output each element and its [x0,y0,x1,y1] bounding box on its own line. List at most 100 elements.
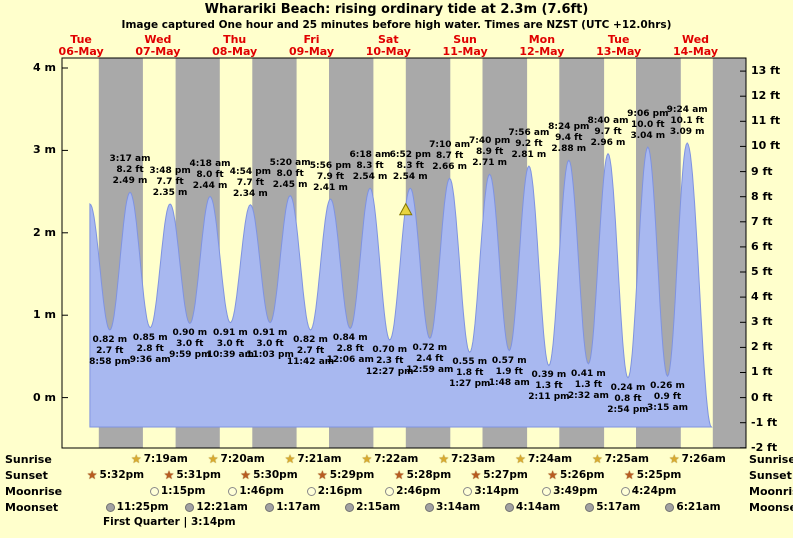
sunrise-item: ★ 7:24am [515,452,572,466]
day-date: 14-May [672,44,719,58]
day-label: Thu 08-May [203,34,267,57]
sunset-time: 5:32pm [99,469,145,481]
moonrise-icon [620,486,630,496]
moonset-item: 4:14am [505,500,560,514]
high-tide-annotation: 7:10 am 8.7 ft 2.66 m [424,140,476,173]
annotation-line: 0.82 m [293,335,328,346]
day-date: 09-May [288,44,335,58]
y-axis-label-feet: 1 ft [751,365,773,379]
sunrise-time: 7:22am [374,453,419,465]
sunrise-time: 7:21am [297,453,342,465]
annotation-line: 2:11 pm [528,392,570,403]
high-tide-annotation: 4:18 am 8.0 ft 2.44 m [184,159,236,192]
annotation-line: 2.54 m [392,172,428,183]
low-tide-annotation: 0.39 m 1.3 ft 2:11 pm [523,370,575,403]
y-axis-label-meters: 1 m [33,308,56,322]
moonset-time: 4:14am [516,501,561,513]
annotation-line: 9.2 ft [515,139,543,150]
annotation-line: 12:27 pm [365,366,414,377]
moonset-item: 2:15am [345,500,400,514]
annotation-line: 11:03 pm [246,349,294,360]
moonset-time: 3:14am [436,501,481,513]
moonset-icon [505,502,515,512]
sunrise-icon: ★ [438,452,450,466]
annotation-line: 2.8 ft [136,343,164,354]
annotation-line: 6:18 am [349,150,391,161]
sunrise-icon: ★ [207,452,219,466]
high-tide-annotation: 3:17 am 8.2 ft 2.49 m [104,154,156,187]
annotation-line: 7.7 ft [156,176,184,187]
sunset-icon: ★ [624,468,635,482]
sunset-icon: ★ [470,468,482,482]
annotation-line: 8.7 ft [435,151,464,162]
annotation-line: 0.57 m [491,355,527,366]
annotation-line: 8.3 ft [396,161,424,172]
annotation-line: 1.8 ft [456,368,484,379]
annotation-line: 7:10 am [429,140,471,151]
day-label: Wed 14-May [664,34,728,57]
low-tide-annotation: 0.85 m 2.8 ft 9:36 am [124,333,176,366]
annotation-line: 10.0 ft [631,120,665,131]
sunset-time: 5:29pm [329,469,375,481]
annotation-line: 7:56 am [508,128,550,139]
y-axis-label-feet: 9 ft [751,164,773,178]
annotation-line: 7.9 ft [316,172,345,183]
annotation-line: 0.9 ft [653,392,682,403]
day-name: Sun [453,33,477,46]
y-axis-label-feet: 10 ft [751,139,781,153]
sunrise-item: ★ 7:26am [669,452,726,466]
high-tide-annotation: 5:20 am 8.0 ft 2.45 m [264,158,316,191]
y-axis-label-feet: 0 ft [751,390,773,404]
low-tide-annotation: 0.90 m 3.0 ft 9:59 pm [164,328,216,361]
current-tide-marker [398,202,413,216]
y-axis-label-meters: 0 m [33,390,56,404]
annotation-line: 8:24 pm [548,122,590,133]
moonrise-icon [385,486,395,496]
moonrise-item: 1:15pm [149,484,205,498]
annotation-line: 6:52 pm [389,150,431,161]
annotation-line: 0.39 m [531,370,567,381]
tide-curve-area [89,142,713,428]
sunset-time: 5:26pm [560,469,605,481]
sunrise-icon: ★ [361,452,373,466]
annotation-line: 2.7 ft [96,346,124,357]
low-tide-annotation: 0.70 m 2.3 ft 12:27 pm [364,345,416,378]
sunset-item: ★ 5:32pm [87,468,144,482]
annotation-line: 3.09 m [669,126,705,137]
day-name: Tue [70,33,92,46]
annotation-line: 3.0 ft [216,338,245,349]
sunrise-item: ★ 7:22am [361,452,418,466]
moonset-time: 2:15am [356,501,401,513]
annotation-line: 2.54 m [352,172,388,183]
y-axis-label-feet: 4 ft [751,290,773,304]
moonset-row-label-right: Moonset [749,501,793,514]
sunrise-icon: ★ [668,452,680,466]
annotation-line: 2:54 pm [607,404,649,415]
low-tide-annotation: 0.41 m 1.3 ft 2:32 am [562,369,614,402]
annotation-line: 9.7 ft [594,126,622,137]
y-axis-label-feet: 6 ft [751,239,773,253]
sunset-icon: ★ [163,468,175,482]
moonset-time: 11:25pm [116,501,169,513]
annotation-line: 0.41 m [571,368,606,379]
annotation-line: 8.2 ft [116,165,144,176]
sunset-icon: ★ [547,468,559,482]
annotation-line: 2.71 m [472,158,507,169]
annotation-line: 0.55 m [452,357,488,368]
annotation-line: 0.72 m [412,343,448,354]
sunset-item: ★ 5:27pm [471,468,528,482]
annotation-line: 0.90 m [172,328,208,339]
annotation-line: 3:48 pm [149,165,191,176]
moonrise-time: 2:16pm [317,485,363,497]
high-tide-annotation: 5:56 pm 7.9 ft 2.41 m [304,161,356,194]
annotation-line: 5:20 am [269,157,311,168]
high-tide-annotation: 7:56 am 9.2 ft 2.81 m [503,128,555,161]
plot-border [61,57,747,449]
moonrise-time: 4:24pm [631,485,677,497]
annotation-line: 5:56 pm [309,161,352,172]
day-date: 06-May [58,44,104,58]
moonrise-icon [542,486,552,496]
sunrise-row-label-left: Sunrise [5,453,52,466]
sunrise-icon: ★ [130,452,142,466]
sunset-time: 5:31pm [176,469,221,481]
